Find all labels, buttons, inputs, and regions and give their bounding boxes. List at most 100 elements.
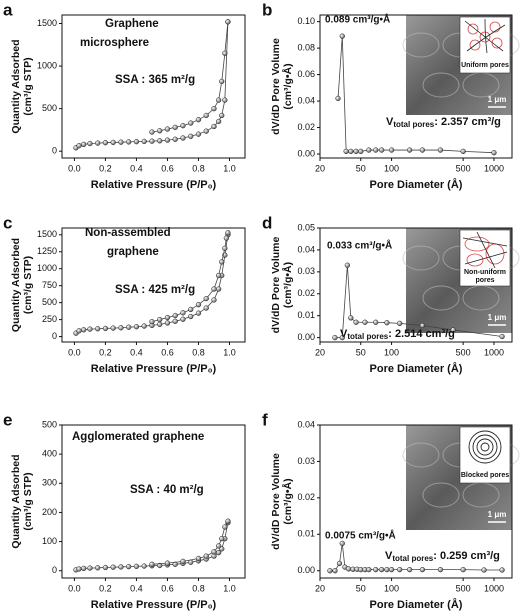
plot-frame bbox=[319, 424, 513, 579]
series-line bbox=[334, 265, 503, 339]
total-volume-part: V bbox=[340, 328, 348, 340]
data-point bbox=[384, 566, 390, 573]
x-tick-label: 0.6 bbox=[161, 347, 174, 357]
data-point bbox=[460, 148, 466, 155]
data-point bbox=[157, 562, 163, 569]
inset-label: pores bbox=[475, 277, 494, 284]
y-tick-label: 0.00 bbox=[297, 148, 315, 158]
total-volume-part: total pores bbox=[347, 332, 388, 341]
x-tick-label: 0.2 bbox=[99, 347, 112, 357]
total-volume: Vtotal pores: 0.259 cm³/g bbox=[385, 550, 500, 563]
data-point bbox=[157, 316, 163, 323]
y-tick-label: 0.03 bbox=[297, 266, 315, 276]
annotation: microsphere bbox=[80, 37, 149, 49]
x-tick-label: 0.4 bbox=[130, 583, 143, 593]
y-axis-title: dV/dD Pore Volume bbox=[270, 237, 282, 334]
annotation: Graphene bbox=[105, 18, 159, 30]
annotation: 0.089 cm³/g•Å bbox=[325, 13, 390, 26]
total-volume-part: : 2.357 cm³/g bbox=[434, 116, 501, 128]
y-tick-label: 1500 bbox=[37, 18, 57, 28]
data-point bbox=[366, 566, 372, 573]
x-tick-label: 0.2 bbox=[99, 163, 112, 173]
y-tick-label: 0.02 bbox=[297, 288, 315, 298]
plot-frame bbox=[319, 14, 513, 159]
scale-label: 1 μm bbox=[488, 95, 507, 104]
x-tick-label: 100 bbox=[384, 163, 399, 173]
panel-letter: a bbox=[3, 0, 13, 19]
data-point bbox=[336, 560, 343, 567]
data-point bbox=[188, 133, 194, 139]
x-tick-label: 0.6 bbox=[161, 163, 174, 173]
data-point bbox=[81, 327, 87, 333]
data-point bbox=[211, 553, 217, 559]
total-volume-part: : 0.259 cm³/g bbox=[433, 550, 500, 562]
plot-frame bbox=[61, 14, 246, 159]
sheet bbox=[464, 251, 508, 265]
total-volume-part: : 2.514 cm³/g bbox=[388, 328, 455, 340]
shell bbox=[480, 442, 490, 452]
data-point bbox=[219, 259, 225, 265]
y-tick-label: 100 bbox=[42, 536, 57, 546]
data-point bbox=[180, 135, 186, 141]
data-point bbox=[180, 316, 186, 322]
data-point bbox=[188, 306, 194, 313]
x-tick-label: 0.8 bbox=[192, 583, 205, 593]
sem-texture bbox=[402, 245, 440, 271]
data-point bbox=[76, 143, 82, 149]
data-point bbox=[195, 310, 202, 316]
data-point bbox=[118, 325, 124, 331]
shell bbox=[472, 434, 498, 460]
sheet bbox=[484, 18, 488, 54]
inset-label: Uniform pores bbox=[461, 62, 509, 69]
annotation: Non-assembled bbox=[85, 227, 171, 239]
data-point bbox=[172, 312, 178, 319]
y-tick-label: 0.03 bbox=[297, 456, 315, 466]
sem-texture bbox=[402, 442, 440, 468]
data-point bbox=[203, 553, 209, 559]
data-point bbox=[172, 318, 178, 324]
y-axis-title: (cm³/g•Å) bbox=[281, 63, 294, 109]
data-point bbox=[203, 305, 209, 311]
data-point bbox=[211, 105, 217, 112]
data-point bbox=[164, 320, 171, 326]
data-point bbox=[133, 563, 140, 569]
x-tick-label: 100 bbox=[384, 347, 399, 357]
data-point bbox=[164, 314, 171, 321]
data-point bbox=[87, 326, 93, 332]
data-point bbox=[157, 138, 163, 144]
x-tick-label: 1000 bbox=[484, 583, 504, 593]
y-tick-label: 1500 bbox=[37, 229, 57, 239]
x-tick-label: 0.4 bbox=[130, 163, 143, 173]
x-tick-label: 0.2 bbox=[99, 583, 112, 593]
x-tick-label: 100 bbox=[384, 583, 399, 593]
x-tick-label: 0.0 bbox=[68, 347, 81, 357]
data-point bbox=[339, 33, 345, 39]
data-point bbox=[215, 97, 222, 103]
data-point bbox=[384, 320, 390, 326]
data-point bbox=[118, 564, 124, 570]
data-point bbox=[95, 326, 101, 332]
data-point bbox=[118, 139, 124, 145]
data-point bbox=[223, 235, 230, 241]
y-tick-label: 0.10 bbox=[297, 16, 315, 26]
y-axis-title: Quantity Adsorbed bbox=[10, 238, 22, 332]
data-point bbox=[188, 313, 194, 320]
data-point bbox=[215, 272, 222, 279]
y-tick-label: 500 bbox=[42, 297, 57, 307]
data-point bbox=[345, 566, 352, 572]
data-point bbox=[81, 141, 87, 148]
data-point bbox=[353, 148, 359, 155]
total-volume-part: V bbox=[385, 550, 393, 562]
data-point bbox=[348, 315, 354, 321]
sem-texture bbox=[422, 285, 460, 311]
data-point bbox=[141, 138, 147, 145]
annotation: graphene bbox=[107, 246, 159, 258]
data-point bbox=[219, 78, 225, 85]
y-tick-label: 1250 bbox=[37, 246, 57, 256]
y-axis-title: (cm³/g STP) bbox=[22, 472, 34, 530]
pore bbox=[464, 236, 490, 252]
annotation: SSA : 425 m²/g bbox=[115, 284, 195, 296]
pore bbox=[489, 21, 501, 33]
data-point bbox=[157, 321, 163, 328]
data-point bbox=[437, 566, 444, 573]
